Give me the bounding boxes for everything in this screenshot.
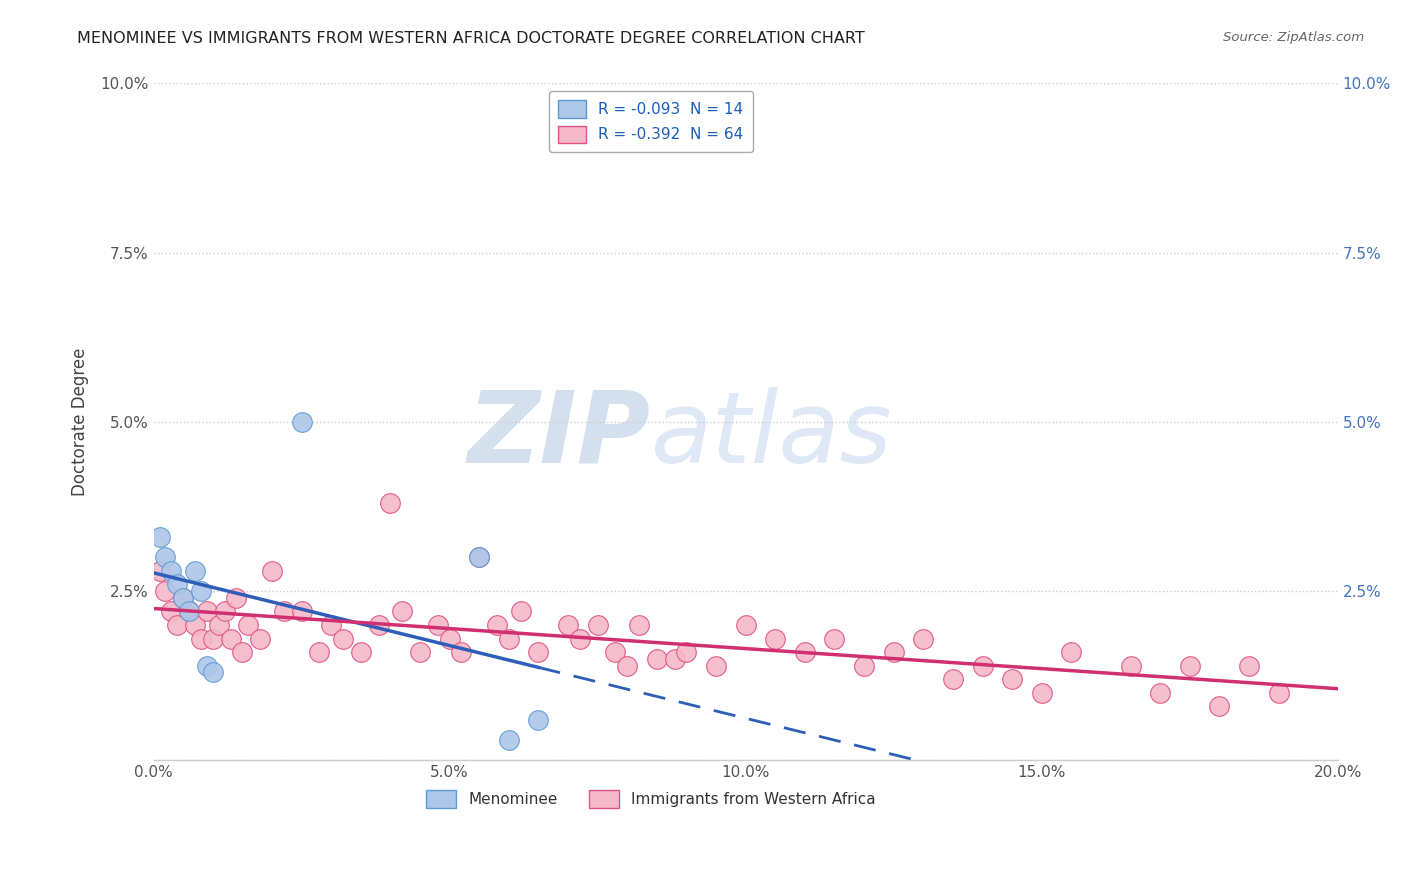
Point bbox=[485, 618, 508, 632]
Point bbox=[942, 672, 965, 686]
Point bbox=[201, 665, 224, 680]
Point bbox=[184, 564, 207, 578]
Point bbox=[179, 604, 201, 618]
Point bbox=[426, 618, 449, 632]
Point bbox=[273, 604, 295, 618]
Point bbox=[498, 632, 520, 646]
Point bbox=[1178, 658, 1201, 673]
Point bbox=[409, 645, 432, 659]
Point bbox=[155, 550, 177, 565]
Point bbox=[148, 530, 170, 544]
Point bbox=[155, 584, 177, 599]
Point bbox=[249, 632, 271, 646]
Point bbox=[605, 645, 627, 659]
Point bbox=[332, 632, 354, 646]
Point bbox=[190, 632, 212, 646]
Point bbox=[498, 733, 520, 747]
Point bbox=[509, 604, 531, 618]
Text: Source: ZipAtlas.com: Source: ZipAtlas.com bbox=[1223, 31, 1364, 45]
Point bbox=[380, 496, 402, 510]
Point bbox=[645, 652, 668, 666]
Point bbox=[439, 632, 461, 646]
Point bbox=[148, 564, 170, 578]
Point bbox=[664, 652, 686, 666]
Point bbox=[527, 645, 550, 659]
Point bbox=[763, 632, 786, 646]
Point bbox=[704, 658, 727, 673]
Point bbox=[195, 604, 218, 618]
Point bbox=[179, 604, 201, 618]
Point bbox=[308, 645, 330, 659]
Point bbox=[160, 564, 183, 578]
Point bbox=[214, 604, 236, 618]
Point bbox=[883, 645, 905, 659]
Point bbox=[616, 658, 638, 673]
Point bbox=[1267, 686, 1289, 700]
Point bbox=[238, 618, 260, 632]
Point bbox=[350, 645, 373, 659]
Point bbox=[1237, 658, 1260, 673]
Point bbox=[166, 577, 188, 591]
Point bbox=[231, 645, 253, 659]
Point bbox=[190, 584, 212, 599]
Point bbox=[208, 618, 231, 632]
Point bbox=[853, 658, 876, 673]
Point bbox=[391, 604, 413, 618]
Point bbox=[628, 618, 651, 632]
Point bbox=[184, 618, 207, 632]
Point bbox=[219, 632, 242, 646]
Point bbox=[172, 591, 194, 605]
Point bbox=[557, 618, 579, 632]
Point bbox=[367, 618, 389, 632]
Point bbox=[450, 645, 472, 659]
Point bbox=[1208, 699, 1230, 714]
Point bbox=[291, 604, 314, 618]
Point bbox=[675, 645, 697, 659]
Point bbox=[972, 658, 994, 673]
Y-axis label: Doctorate Degree: Doctorate Degree bbox=[72, 348, 89, 496]
Point bbox=[568, 632, 591, 646]
Point bbox=[468, 550, 491, 565]
Point bbox=[166, 618, 188, 632]
Point bbox=[468, 550, 491, 565]
Point bbox=[912, 632, 935, 646]
Point bbox=[527, 713, 550, 727]
Point bbox=[1149, 686, 1171, 700]
Point bbox=[734, 618, 756, 632]
Point bbox=[201, 632, 224, 646]
Point bbox=[824, 632, 846, 646]
Text: MENOMINEE VS IMMIGRANTS FROM WESTERN AFRICA DOCTORATE DEGREE CORRELATION CHART: MENOMINEE VS IMMIGRANTS FROM WESTERN AFR… bbox=[77, 31, 865, 46]
Point bbox=[260, 564, 283, 578]
Point bbox=[1001, 672, 1024, 686]
Point bbox=[1060, 645, 1083, 659]
Point bbox=[793, 645, 815, 659]
Point bbox=[172, 591, 194, 605]
Point bbox=[321, 618, 343, 632]
Point bbox=[586, 618, 609, 632]
Point bbox=[1031, 686, 1053, 700]
Point bbox=[160, 604, 183, 618]
Point bbox=[195, 658, 218, 673]
Point bbox=[1119, 658, 1142, 673]
Point bbox=[225, 591, 247, 605]
Text: ZIP: ZIP bbox=[468, 387, 651, 484]
Legend: Menominee, Immigrants from Western Africa: Menominee, Immigrants from Western Afric… bbox=[420, 784, 882, 814]
Point bbox=[291, 415, 314, 429]
Text: atlas: atlas bbox=[651, 387, 893, 484]
